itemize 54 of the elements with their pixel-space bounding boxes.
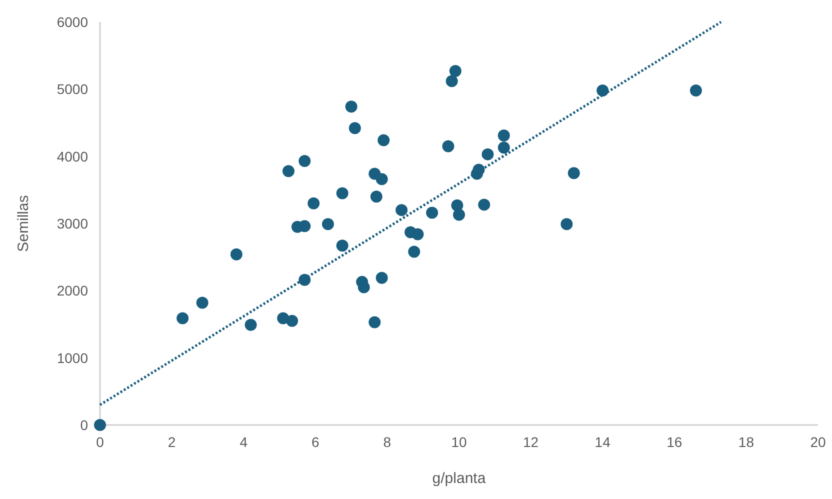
point bbox=[412, 228, 424, 240]
point bbox=[308, 197, 320, 210]
point bbox=[482, 148, 494, 160]
x-tick-label: 20 bbox=[810, 434, 826, 450]
point bbox=[230, 248, 242, 260]
x-tick-label: 2 bbox=[168, 434, 176, 450]
point bbox=[498, 130, 510, 142]
point bbox=[408, 246, 420, 258]
x-tick-label: 14 bbox=[594, 434, 611, 450]
point bbox=[446, 75, 458, 88]
x-tick-label: 16 bbox=[666, 434, 682, 450]
point bbox=[560, 218, 573, 230]
x-tick-label: 8 bbox=[383, 434, 392, 450]
point bbox=[449, 65, 462, 78]
y-tick-label: 6000 bbox=[56, 14, 88, 30]
x-tick-label: 6 bbox=[312, 434, 320, 450]
point bbox=[345, 100, 358, 113]
point bbox=[286, 314, 298, 327]
point bbox=[426, 206, 438, 219]
point bbox=[348, 122, 361, 134]
point bbox=[282, 165, 294, 178]
point bbox=[376, 272, 388, 284]
point bbox=[478, 198, 490, 211]
point bbox=[196, 296, 208, 309]
point bbox=[336, 187, 348, 200]
point bbox=[396, 204, 408, 216]
y-tick-label: 4000 bbox=[56, 148, 88, 164]
y-tick-label: 5000 bbox=[56, 81, 88, 98]
point bbox=[442, 140, 454, 152]
y-axis-title: Semillas bbox=[15, 195, 32, 252]
point bbox=[322, 218, 334, 230]
point bbox=[370, 190, 382, 203]
x-tick-label: 0 bbox=[96, 434, 104, 450]
point bbox=[176, 312, 189, 324]
point bbox=[244, 318, 257, 331]
point bbox=[568, 167, 580, 180]
y-tick-label: 0 bbox=[80, 417, 88, 433]
point bbox=[453, 208, 465, 221]
x-tick-label: 12 bbox=[523, 434, 539, 450]
y-tick-label: 3000 bbox=[56, 216, 88, 232]
x-tick-label: 4 bbox=[240, 434, 248, 450]
point bbox=[378, 134, 390, 146]
point bbox=[94, 419, 106, 431]
point bbox=[690, 84, 702, 97]
y-tick-label: 1000 bbox=[56, 350, 88, 366]
y-tick-label: 2000 bbox=[56, 282, 88, 299]
x-tick-label: 18 bbox=[738, 434, 754, 450]
point bbox=[368, 316, 381, 328]
point bbox=[336, 240, 348, 252]
x-axis-title: g/planta bbox=[432, 470, 486, 487]
point bbox=[376, 173, 388, 186]
x-tick-label: 10 bbox=[451, 434, 467, 450]
point bbox=[298, 155, 311, 168]
point bbox=[498, 142, 510, 154]
